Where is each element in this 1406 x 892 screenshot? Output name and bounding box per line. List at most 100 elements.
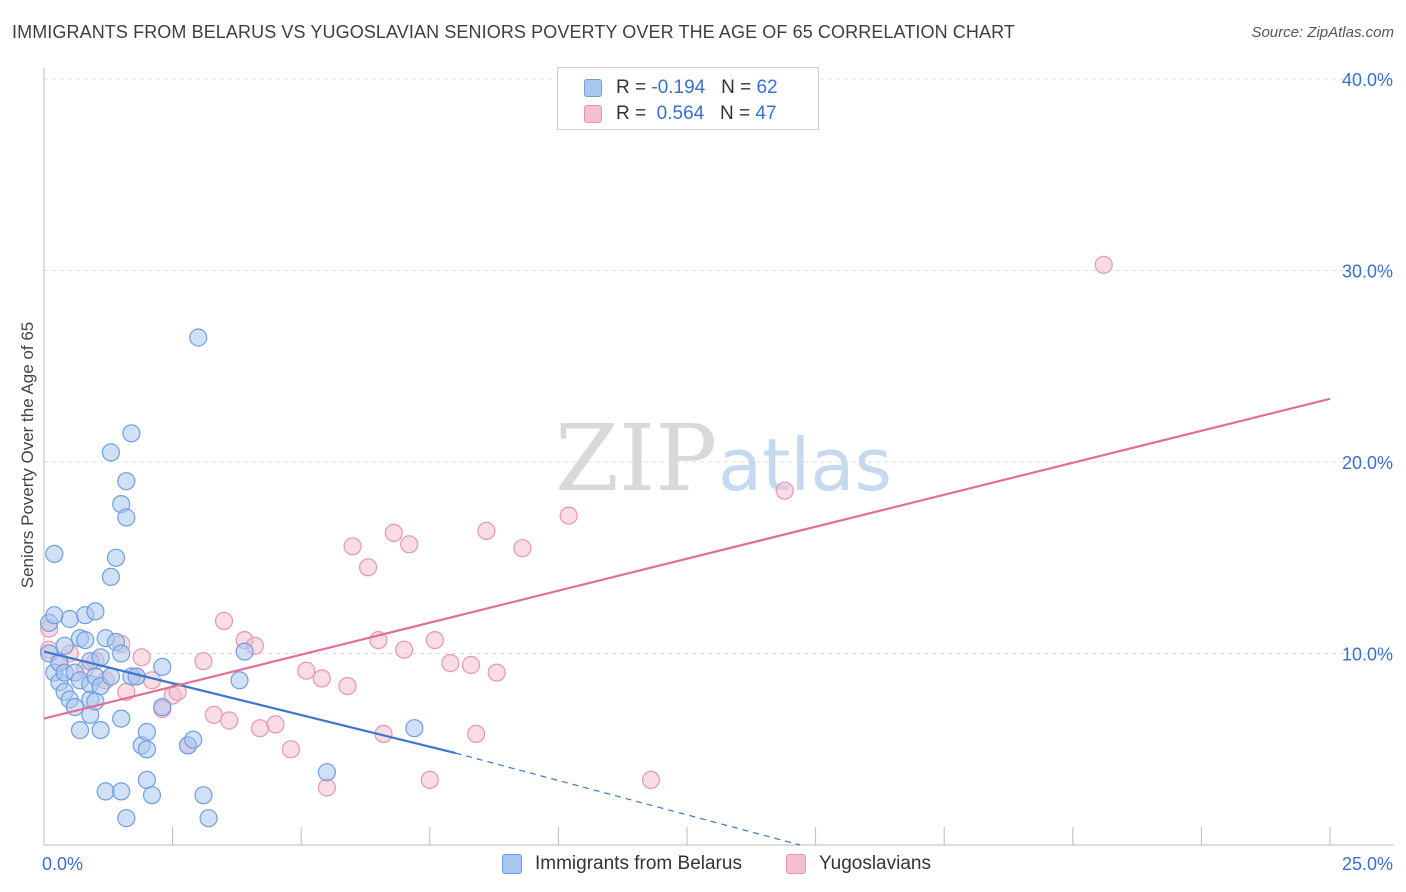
data-point bbox=[45, 606, 64, 625]
legend-swatch-pink bbox=[786, 854, 806, 874]
data-point bbox=[359, 558, 378, 577]
grid-lines bbox=[44, 78, 1394, 654]
data-point bbox=[142, 786, 162, 805]
data-point bbox=[70, 720, 90, 740]
trend-line-yugoslavians bbox=[43, 397, 1331, 720]
data-point bbox=[559, 506, 578, 525]
data-point bbox=[96, 782, 115, 801]
data-point bbox=[1094, 255, 1113, 274]
data-point bbox=[395, 640, 414, 659]
x-tick-label: 25.0% bbox=[1342, 854, 1393, 874]
n-value: 62 bbox=[756, 77, 778, 98]
trend-line-belarus-extension bbox=[455, 752, 801, 846]
data-point bbox=[153, 697, 172, 717]
correlation-legend: R = -0.194 N = 62 R = 0.564 N = 47 bbox=[557, 67, 819, 130]
data-point bbox=[477, 521, 496, 541]
legend-label-belarus: Immigrants from Belarus bbox=[535, 853, 742, 874]
data-point bbox=[250, 719, 270, 738]
y-tick-label: 20.0% bbox=[1342, 453, 1393, 473]
data-point bbox=[132, 648, 151, 667]
trend-line-belarus bbox=[43, 650, 456, 755]
y-tick-label: 10.0% bbox=[1342, 645, 1393, 665]
data-point bbox=[343, 537, 362, 556]
data-point bbox=[230, 671, 249, 690]
data-point bbox=[117, 809, 136, 828]
legend-text: R = -0.194 N = 62 bbox=[616, 77, 778, 99]
n-label: N = bbox=[721, 77, 757, 98]
data-point bbox=[76, 630, 95, 650]
data-point bbox=[266, 715, 285, 734]
data-point bbox=[467, 724, 486, 744]
data-point bbox=[317, 778, 336, 797]
watermark-zip: ZIP bbox=[555, 405, 717, 512]
data-point bbox=[384, 523, 403, 543]
data-point bbox=[425, 630, 444, 650]
data-point bbox=[106, 548, 126, 567]
data-point bbox=[400, 535, 419, 554]
r-label: R = bbox=[616, 77, 652, 98]
r-value: -0.194 bbox=[651, 77, 706, 98]
data-point bbox=[317, 763, 336, 782]
data-point bbox=[45, 544, 64, 564]
x-tick-label: 0.0% bbox=[42, 854, 83, 874]
data-point bbox=[513, 539, 532, 558]
data-point bbox=[112, 782, 131, 801]
data-point bbox=[112, 709, 131, 728]
data-point bbox=[91, 720, 110, 740]
legend-text: R = 0.564 N = 47 bbox=[616, 103, 777, 125]
n-label: N = bbox=[720, 103, 756, 124]
legend-swatch-blue bbox=[584, 79, 602, 97]
axes bbox=[43, 68, 1394, 846]
data-point bbox=[204, 705, 223, 724]
trend-lines bbox=[43, 397, 1331, 846]
data-point bbox=[194, 786, 213, 805]
tick-labels: 10.0% 20.0% 30.0% 40.0% 0.0% 25.0% bbox=[42, 70, 1393, 874]
data-point bbox=[235, 642, 254, 661]
data-point bbox=[101, 443, 121, 462]
n-value: 47 bbox=[755, 103, 777, 124]
data-point bbox=[297, 661, 316, 680]
r-value: 0.564 bbox=[656, 103, 705, 124]
data-point bbox=[153, 657, 172, 677]
data-point bbox=[60, 609, 79, 629]
data-point bbox=[775, 481, 794, 500]
data-point bbox=[122, 424, 141, 443]
legend-swatch-pink bbox=[584, 105, 602, 123]
data-point bbox=[220, 711, 239, 730]
data-point bbox=[441, 653, 460, 673]
y-tick-label: 30.0% bbox=[1342, 262, 1393, 282]
y-tick-label: 40.0% bbox=[1342, 70, 1393, 90]
r-label: R = bbox=[616, 103, 652, 124]
data-point bbox=[405, 719, 424, 738]
data-point bbox=[137, 722, 156, 742]
series-legend: Immigrants from Belarus Yugoslavians bbox=[0, 852, 1406, 878]
data-point bbox=[487, 663, 506, 682]
data-point bbox=[214, 611, 234, 631]
points-belarus bbox=[39, 328, 424, 828]
source-label: Source: ZipAtlas.com bbox=[1251, 24, 1394, 41]
data-point bbox=[101, 567, 121, 587]
data-point bbox=[199, 809, 218, 828]
data-point bbox=[420, 770, 439, 790]
data-point bbox=[461, 655, 481, 675]
data-point bbox=[112, 644, 131, 663]
watermark-atlas: atlas bbox=[718, 423, 892, 507]
data-point bbox=[312, 669, 331, 688]
data-point bbox=[184, 730, 203, 749]
points-yugoslavians bbox=[39, 255, 1113, 797]
legend-swatch-blue bbox=[502, 854, 522, 874]
data-point bbox=[55, 636, 74, 655]
data-point bbox=[189, 328, 208, 347]
data-point bbox=[117, 472, 136, 491]
data-point bbox=[194, 652, 213, 671]
data-point bbox=[641, 770, 661, 790]
data-point bbox=[281, 740, 300, 759]
data-point bbox=[117, 508, 136, 527]
legend-label-yugoslavians: Yugoslavians bbox=[819, 853, 931, 874]
data-point bbox=[86, 602, 105, 621]
data-point bbox=[137, 740, 156, 759]
data-point bbox=[338, 676, 357, 696]
chart-title: IMMIGRANTS FROM BELARUS VS YUGOSLAVIAN S… bbox=[12, 22, 1015, 42]
watermark: ZIP atlas bbox=[555, 405, 892, 512]
